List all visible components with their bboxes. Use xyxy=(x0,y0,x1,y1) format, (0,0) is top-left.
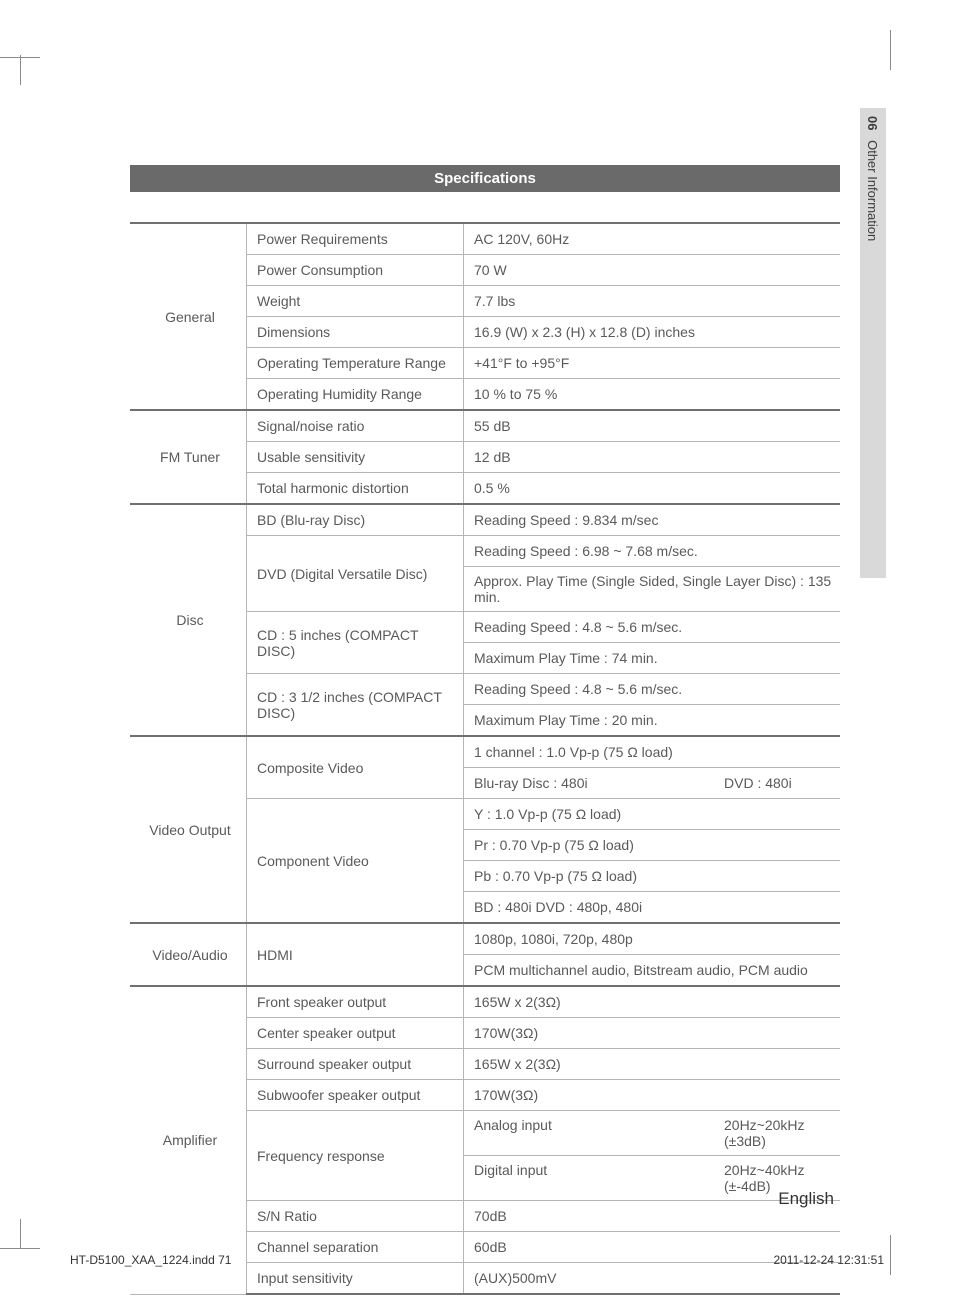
spec-value: +41°F to +95°F xyxy=(464,348,841,379)
spec-label: BD (Blu-ray Disc) xyxy=(247,504,464,536)
crop-mark xyxy=(20,55,51,85)
spec-label: Signal/noise ratio xyxy=(247,410,464,442)
spec-label: Input sensitivity xyxy=(247,1263,464,1295)
spec-value: 7.7 lbs xyxy=(464,286,841,317)
spec-value: Reading Speed : 4.8 ~ 5.6 m/sec. xyxy=(464,674,841,705)
spec-label: Operating Temperature Range xyxy=(247,348,464,379)
spec-label: Composite Video xyxy=(247,736,464,799)
spec-label: Usable sensitivity xyxy=(247,442,464,473)
category-cell: Disc xyxy=(130,504,247,736)
category-cell: General xyxy=(130,223,247,410)
spec-label: Operating Humidity Range xyxy=(247,379,464,411)
spec-label: Center speaker output xyxy=(247,1018,464,1049)
specifications-table: GeneralPower RequirementsAC 120V, 60HzPo… xyxy=(130,222,840,1295)
spec-value: Y : 1.0 Vp-p (75 Ω load) xyxy=(464,799,841,830)
spec-label: Surround speaker output xyxy=(247,1049,464,1080)
spec-label: Channel separation xyxy=(247,1232,464,1263)
spec-label: Total harmonic distortion xyxy=(247,473,464,505)
spec-label: Component Video xyxy=(247,799,464,924)
footer-language: English xyxy=(778,1189,834,1209)
spec-value: 165W x 2(3Ω) xyxy=(464,986,841,1018)
spec-value: Reading Speed : 6.98 ~ 7.68 m/sec. xyxy=(464,536,841,567)
spec-value: 70 W xyxy=(464,255,841,286)
spec-label: S/N Ratio xyxy=(247,1201,464,1232)
spec-label: CD : 3 1/2 inches (COMPACT DISC) xyxy=(247,674,464,737)
section-header: Specifications xyxy=(130,165,840,192)
spec-value: Reading Speed : 9.834 m/sec xyxy=(464,504,841,536)
category-cell: Video/Audio xyxy=(130,923,247,986)
spec-value: Reading Speed : 4.8 ~ 5.6 m/sec. xyxy=(464,612,841,643)
crop-mark xyxy=(0,57,40,58)
section-label: Other Information xyxy=(865,140,880,241)
crop-mark xyxy=(20,1219,51,1249)
spec-label: Dimensions xyxy=(247,317,464,348)
spec-label: Power Consumption xyxy=(247,255,464,286)
spec-label: DVD (Digital Versatile Disc) xyxy=(247,536,464,612)
spec-label: Front speaker output xyxy=(247,986,464,1018)
spec-label: Weight xyxy=(247,286,464,317)
spec-value: 1 channel : 1.0 Vp-p (75 Ω load) xyxy=(464,736,841,768)
spec-value: Analog input20Hz~20kHz (±3dB) xyxy=(464,1111,841,1156)
footer-filename: HT-D5100_XAA_1224.indd 71 xyxy=(70,1253,231,1267)
section-number: 06 xyxy=(865,116,880,130)
category-cell: Amplifier xyxy=(130,986,247,1294)
spec-value: Pb : 0.70 Vp-p (75 Ω load) xyxy=(464,861,841,892)
page-content: Specifications GeneralPower Requirements… xyxy=(130,165,840,1295)
spec-value: Blu-ray Disc : 480iDVD : 480i xyxy=(464,768,841,799)
spec-label: Subwoofer speaker output xyxy=(247,1080,464,1111)
crop-mark xyxy=(890,1235,891,1275)
spec-value: 10 % to 75 % xyxy=(464,379,841,411)
crop-mark xyxy=(0,1248,40,1249)
category-cell: FM Tuner xyxy=(130,410,247,504)
spec-value: 12 dB xyxy=(464,442,841,473)
footer-timestamp: 2011-12-24 12:31:51 xyxy=(773,1253,884,1267)
spec-value: (AUX)500mV xyxy=(464,1263,841,1295)
spec-label: Power Requirements xyxy=(247,223,464,255)
spec-value: 16.9 (W) x 2.3 (H) x 12.8 (D) inches xyxy=(464,317,841,348)
spec-value: PCM multichannel audio, Bitstream audio,… xyxy=(464,955,841,987)
spec-value: 170W(3Ω) xyxy=(464,1080,841,1111)
spec-value: Pr : 0.70 Vp-p (75 Ω load) xyxy=(464,830,841,861)
category-cell: Video Output xyxy=(130,736,247,923)
spec-value: AC 120V, 60Hz xyxy=(464,223,841,255)
spec-value: 1080p, 1080i, 720p, 480p xyxy=(464,923,841,955)
spec-label: CD : 5 inches (COMPACT DISC) xyxy=(247,612,464,674)
spec-value: 55 dB xyxy=(464,410,841,442)
crop-mark xyxy=(890,30,891,70)
spec-value: Approx. Play Time (Single Sided, Single … xyxy=(464,567,841,612)
spec-label: HDMI xyxy=(247,923,464,986)
spec-value: 170W(3Ω) xyxy=(464,1018,841,1049)
spec-value: Maximum Play Time : 74 min. xyxy=(464,643,841,674)
spec-value: 165W x 2(3Ω) xyxy=(464,1049,841,1080)
spec-value: Maximum Play Time : 20 min. xyxy=(464,705,841,737)
spec-value: BD : 480i DVD : 480p, 480i xyxy=(464,892,841,924)
spec-value: 0.5 % xyxy=(464,473,841,505)
spec-label: Frequency response xyxy=(247,1111,464,1201)
side-tab: 06 Other Information xyxy=(860,108,886,578)
